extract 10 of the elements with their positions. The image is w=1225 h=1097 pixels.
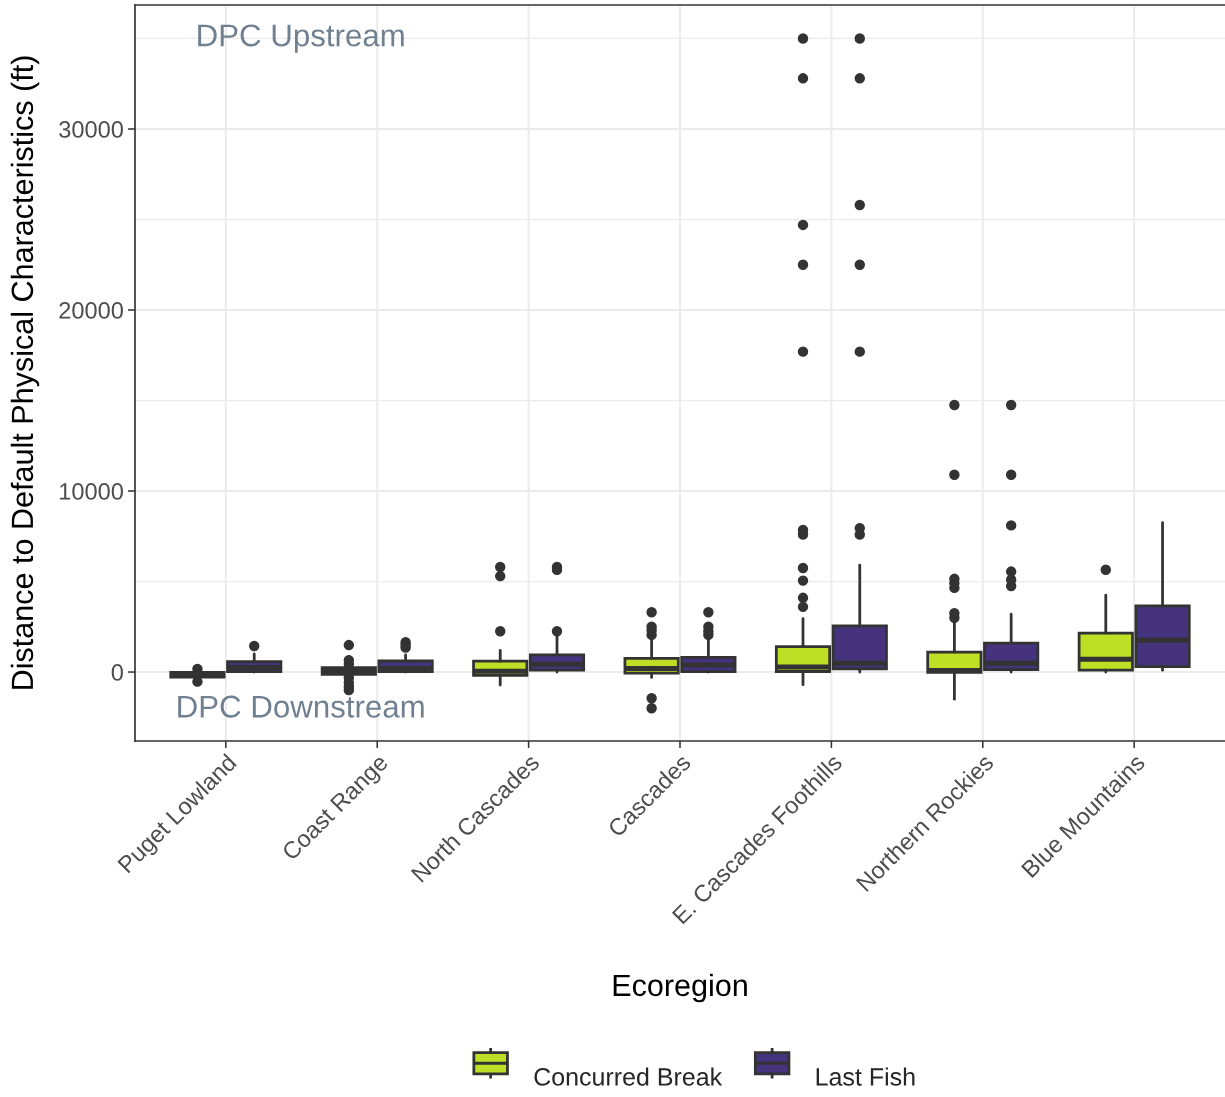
annotation: DPC Upstream xyxy=(198,24,404,53)
x-axis-title: Ecoregion xyxy=(613,973,747,1003)
y-tick-label: 20000 xyxy=(59,302,123,319)
legend-label: Last Fish xyxy=(816,1067,915,1086)
annotation: DPC Downstream xyxy=(178,695,424,718)
y-tick-label: 10000 xyxy=(60,483,123,500)
y-tick-label: 0 xyxy=(111,664,123,681)
legend-label: Concurred Break xyxy=(534,1067,723,1086)
y-tick-label: 30000 xyxy=(59,121,123,138)
y-axis-title: Distance to Default Physical Characteristics (ft) xyxy=(10,56,40,689)
